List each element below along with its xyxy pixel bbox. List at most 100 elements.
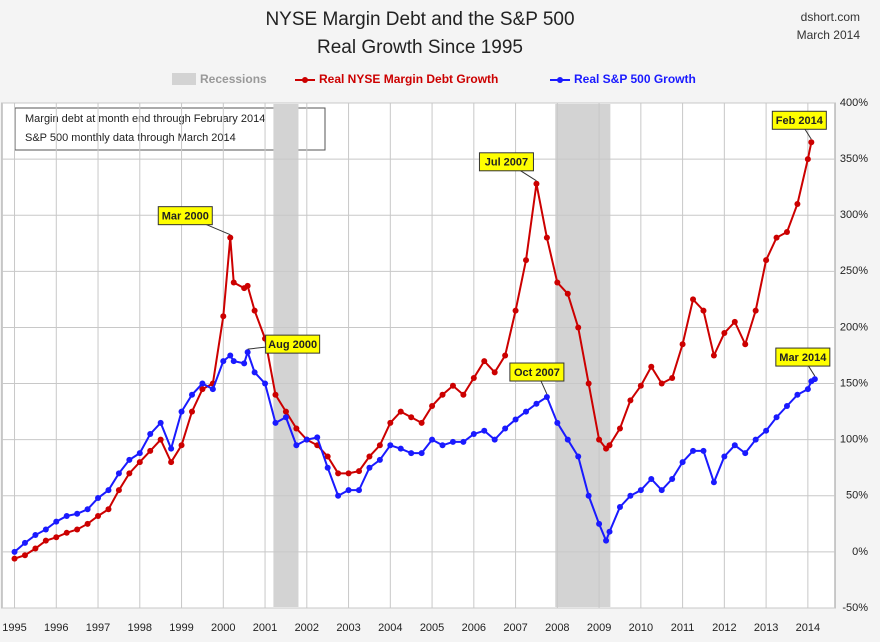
- data-point: [439, 442, 446, 449]
- data-point: [251, 307, 258, 314]
- data-point: [512, 416, 519, 423]
- data-point: [345, 470, 352, 477]
- x-tick-label: 2005: [420, 622, 444, 634]
- data-point: [293, 425, 300, 432]
- data-point: [637, 382, 644, 389]
- data-point: [335, 492, 342, 499]
- data-point: [136, 450, 143, 457]
- data-point: [429, 403, 436, 409]
- x-tick-label: 1999: [169, 622, 193, 634]
- y-tick-label: 300%: [840, 209, 868, 221]
- legend-label: Real NYSE Margin Debt Growth: [319, 72, 498, 86]
- data-point: [690, 296, 697, 303]
- x-tick-label: 1996: [44, 622, 68, 634]
- data-point: [742, 341, 749, 348]
- data-point: [209, 386, 216, 393]
- data-point: [564, 436, 571, 443]
- data-point: [230, 358, 237, 365]
- data-point: [105, 487, 112, 494]
- legend-label: Recessions: [200, 72, 267, 86]
- data-point: [596, 436, 603, 443]
- data-point: [811, 376, 818, 383]
- data-point: [491, 369, 498, 376]
- data-point: [439, 391, 446, 398]
- x-tick-label: 2003: [336, 622, 360, 634]
- data-point: [731, 318, 738, 325]
- data-point: [147, 431, 154, 438]
- annotation-box: [771, 110, 827, 130]
- data-point: [244, 282, 251, 289]
- note: S&P 500 monthly data through March 2014: [25, 132, 236, 144]
- data-point: [429, 436, 436, 443]
- data-point: [178, 442, 185, 449]
- annotation-box: [265, 334, 321, 354]
- data-point: [376, 456, 383, 463]
- recession-band: [273, 104, 299, 607]
- data-point: [731, 442, 738, 449]
- data-point: [168, 445, 175, 452]
- data-point: [241, 360, 248, 367]
- data-point: [502, 352, 509, 359]
- data-point: [63, 512, 70, 519]
- data-point: [397, 445, 404, 452]
- data-point: [282, 408, 289, 415]
- data-point: [679, 341, 686, 348]
- data-point: [115, 470, 122, 477]
- data-point: [262, 380, 269, 387]
- data-point: [554, 419, 561, 426]
- data-point: [460, 438, 467, 445]
- x-tick-label: 2006: [462, 622, 486, 634]
- y-tick-label: 350%: [840, 153, 868, 165]
- data-point: [596, 520, 603, 527]
- legend-swatch: [172, 73, 196, 85]
- y-tick-label: 0%: [852, 546, 868, 558]
- data-point: [53, 518, 60, 525]
- data-point: [84, 520, 91, 527]
- series-line: [13, 348, 816, 553]
- data-point: [804, 386, 811, 393]
- data-point: [616, 425, 623, 432]
- annotation: Feb 2014: [776, 115, 824, 127]
- data-point: [84, 506, 91, 513]
- y-tick-label: 250%: [840, 265, 868, 277]
- data-point: [763, 257, 770, 264]
- x-tick-label: 2001: [253, 622, 277, 634]
- data-point: [669, 374, 676, 381]
- x-tick-label: 2004: [378, 622, 402, 634]
- data-point: [356, 487, 362, 494]
- data-point: [244, 349, 251, 356]
- data-point: [324, 453, 331, 460]
- x-tick-label: 2014: [796, 622, 820, 634]
- data-point: [227, 352, 234, 359]
- data-point: [126, 456, 133, 463]
- data-point: [178, 408, 185, 415]
- data-point: [303, 436, 310, 443]
- data-point: [752, 436, 759, 443]
- data-point: [147, 447, 154, 454]
- data-point: [314, 434, 321, 441]
- y-tick-label: 50%: [846, 490, 868, 502]
- source: dshort.com: [801, 10, 860, 24]
- data-point: [470, 374, 477, 381]
- data-point: [808, 139, 815, 146]
- data-point: [345, 487, 352, 494]
- data-point: [564, 290, 571, 297]
- x-tick-label: 2013: [754, 622, 778, 634]
- data-point: [700, 447, 707, 454]
- data-point: [11, 555, 18, 562]
- data-point: [794, 201, 801, 207]
- data-point: [21, 539, 28, 546]
- data-point: [408, 450, 415, 457]
- data-point: [366, 464, 373, 471]
- data-point: [804, 156, 811, 163]
- data-point: [679, 459, 686, 466]
- data-point: [418, 419, 425, 426]
- data-point: [742, 450, 749, 457]
- y-tick-label: 150%: [840, 377, 868, 389]
- x-tick-label: 1997: [86, 622, 110, 634]
- data-point: [220, 358, 227, 365]
- data-point: [74, 510, 81, 517]
- data-point: [773, 414, 780, 421]
- data-point: [335, 470, 342, 477]
- plot-area: [1, 102, 836, 609]
